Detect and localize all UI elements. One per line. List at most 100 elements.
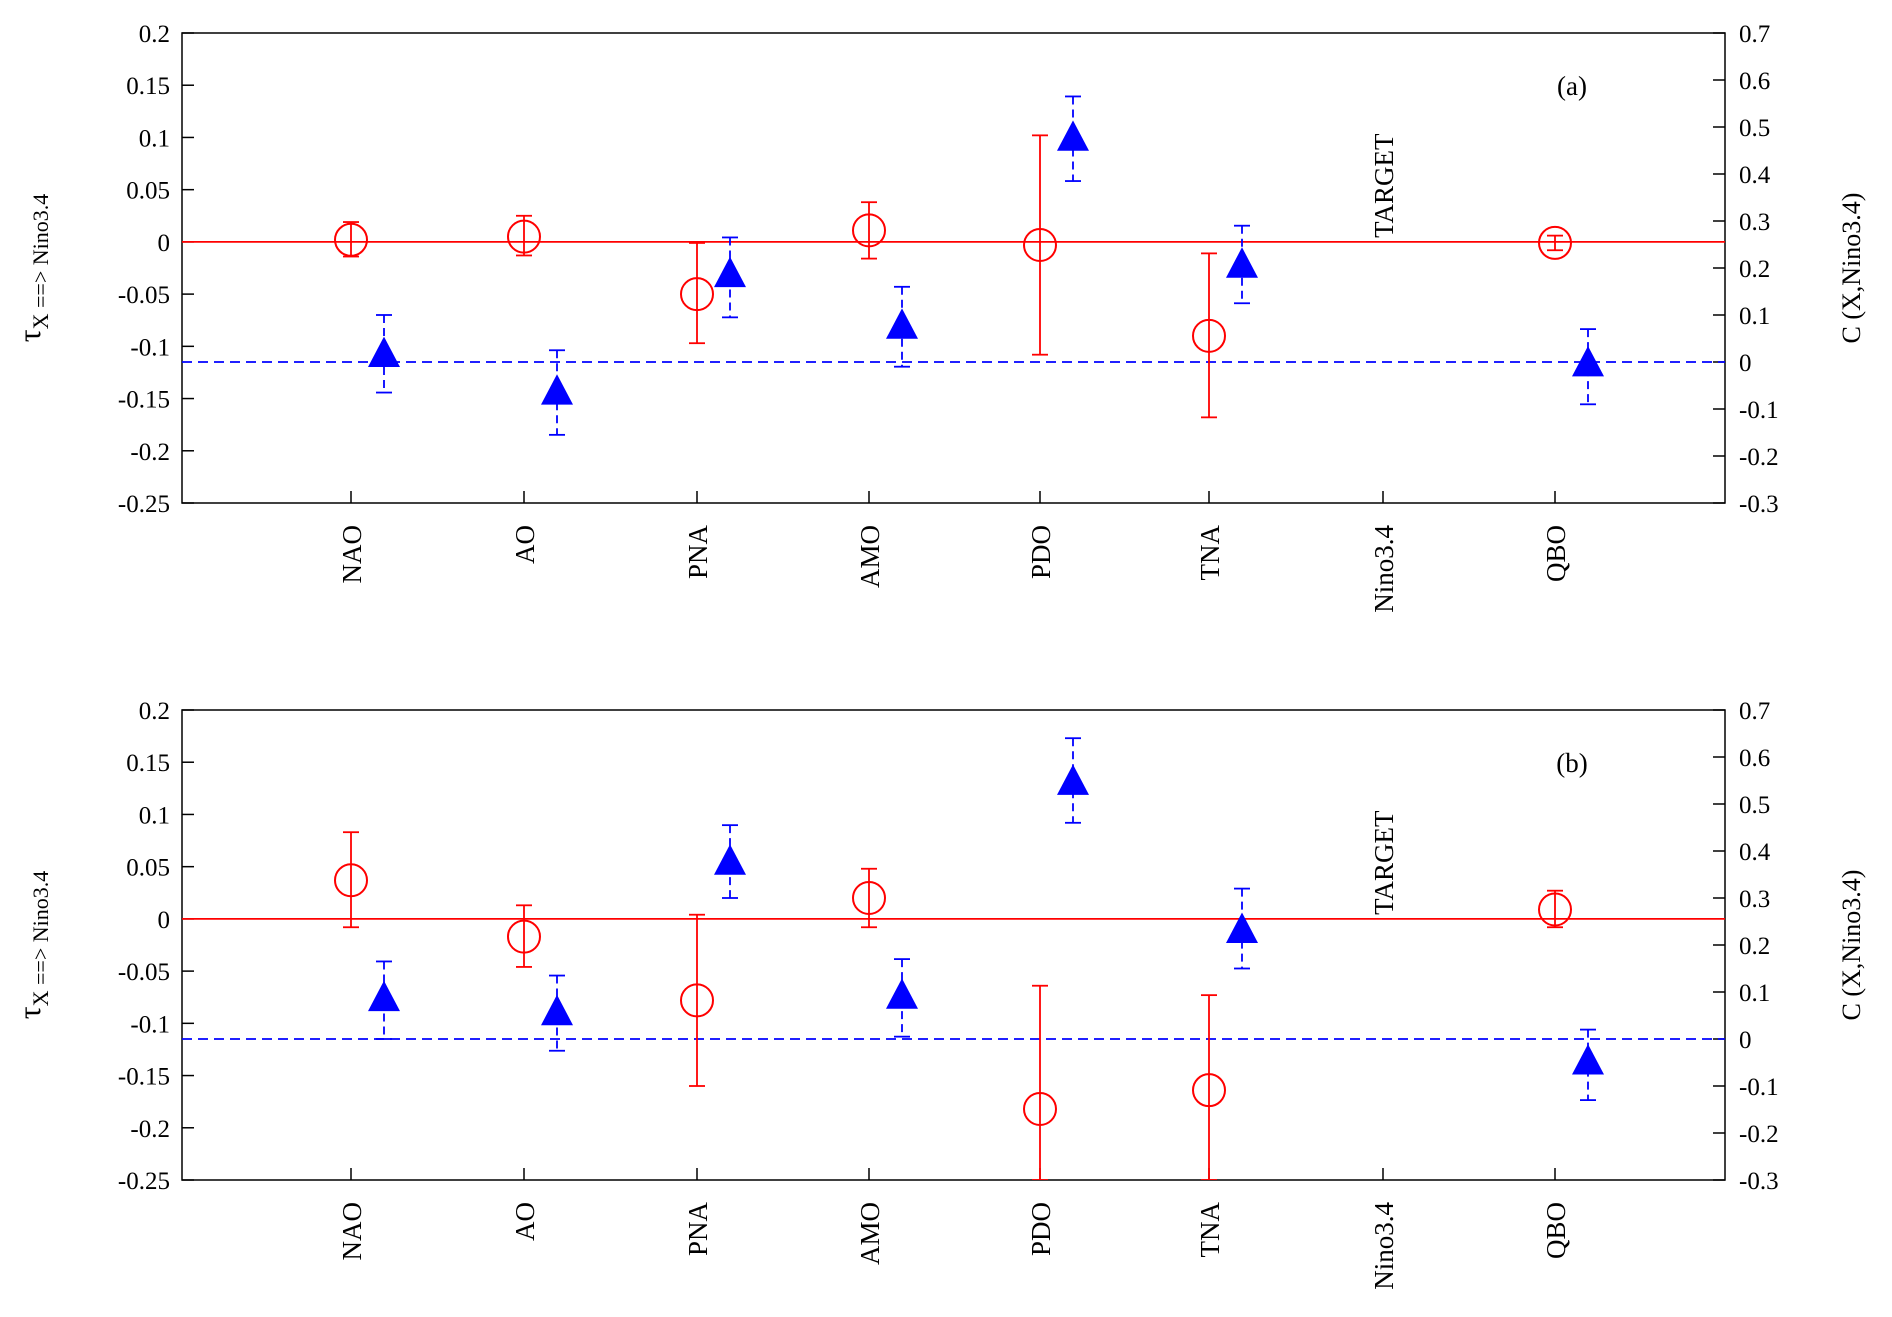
right-tick-label: -0.1 <box>1739 397 1779 424</box>
left-tick-label: -0.1 <box>130 334 170 361</box>
right-tick-label: 0.1 <box>1739 303 1770 330</box>
right-tick-label: 0.3 <box>1739 886 1770 913</box>
right-tick-label: -0.3 <box>1739 1168 1779 1195</box>
right-tick-label: 0.5 <box>1739 115 1770 142</box>
triangle-marker-qbo <box>1572 346 1604 377</box>
left-tick-label: -0.2 <box>130 439 170 466</box>
left-tick-label: 0.2 <box>139 698 170 725</box>
target-annotation: TARGET <box>1369 810 1399 915</box>
circle-marker-qbo <box>1538 892 1572 927</box>
circle-marker-amo <box>852 213 886 248</box>
circle-marker-ao <box>507 919 541 954</box>
right-tick-label: 0.2 <box>1739 256 1770 283</box>
circle-marker-qbo <box>1538 225 1572 260</box>
left-tick-label: 0.15 <box>126 750 170 777</box>
panel-label: (b) <box>1556 748 1587 778</box>
left-tick-label: 0.15 <box>126 73 170 100</box>
triangle-marker-nao <box>368 336 400 367</box>
right-tick-label: 0.7 <box>1739 698 1770 725</box>
right-tick-label: 0.4 <box>1739 839 1771 866</box>
left-tick-label: -0.05 <box>118 959 170 986</box>
circle-marker-amo <box>852 881 886 915</box>
circle-marker-pdo <box>1023 228 1057 263</box>
right-tick-label: -0.3 <box>1739 491 1779 518</box>
left-tick-label: -0.05 <box>118 282 170 309</box>
left-tick-label: 0.1 <box>139 802 170 829</box>
right-tick-label: 0.3 <box>1739 209 1770 236</box>
circle-marker-pna <box>680 983 714 1018</box>
chart-panel-a: 0.2 0.15 0.1 0.05 0 -0.05 -0.1 -0.15 -0.2 -0.25 0.… <box>11 21 1866 613</box>
triangle-marker-ao <box>541 374 573 405</box>
left-tick-label: -0.1 <box>130 1011 170 1038</box>
right-axis-title: C (X,Nino3.4) <box>1837 870 1866 1021</box>
triangle-marker-amo <box>886 978 918 1009</box>
data-layer <box>334 95 1604 436</box>
left-axis-title: τX ==> Nino3.4 <box>11 871 53 1019</box>
category-label: TNA <box>1195 1202 1225 1258</box>
right-tick-label: 0.5 <box>1739 792 1770 819</box>
target-annotation: TARGET <box>1369 133 1399 238</box>
category-label: NAO <box>337 1202 367 1261</box>
triangle-marker-pdo <box>1057 764 1089 795</box>
right-tick-label: -0.1 <box>1739 1074 1779 1101</box>
left-tick-label: -0.25 <box>118 491 170 518</box>
left-tick-label: 0.1 <box>139 125 170 152</box>
category-label: Nino3.4 <box>1369 525 1399 613</box>
category-label: AMO <box>855 525 885 588</box>
category-label: PNA <box>683 525 713 580</box>
circle-marker-nao <box>334 863 368 898</box>
circle-marker-tna <box>1192 1073 1226 1108</box>
panel-label: (a) <box>1557 71 1587 101</box>
right-tick-label: 0.6 <box>1739 745 1770 772</box>
triangle-marker-nao <box>368 980 400 1012</box>
left-tick-label: -0.2 <box>130 1116 170 1143</box>
triangle-marker-pna <box>714 256 746 288</box>
left-tick-label: 0 <box>158 907 171 934</box>
right-axis-title: C (X,Nino3.4) <box>1837 193 1866 344</box>
triangle-marker-qbo <box>1572 1044 1604 1075</box>
left-axis-title: τX ==> Nino3.4 <box>11 194 53 342</box>
circle-marker-nao <box>334 222 368 257</box>
category-label: NAO <box>337 525 367 584</box>
left-tick-label: -0.15 <box>118 1064 170 1091</box>
triangle-marker-tna <box>1226 912 1258 943</box>
triangle-marker-pna <box>714 844 746 875</box>
right-tick-label: 0.6 <box>1739 68 1770 95</box>
data-layer <box>334 737 1604 1180</box>
triangle-marker-tna <box>1226 247 1258 278</box>
category-label: AO <box>510 525 540 564</box>
triangle-marker-amo <box>886 308 918 339</box>
right-tick-label: 0.1 <box>1739 980 1770 1007</box>
category-label: PDO <box>1026 525 1056 579</box>
right-tick-label: 0.7 <box>1739 21 1770 48</box>
category-label: Nino3.4 <box>1369 1202 1399 1290</box>
right-tick-label: -0.2 <box>1739 444 1779 471</box>
left-tick-label: 0.05 <box>126 178 170 205</box>
left-tick-label: 0.2 <box>139 21 170 48</box>
left-tick-label: -0.15 <box>118 387 170 414</box>
category-label: QBO <box>1541 1202 1571 1259</box>
circle-marker-pna <box>680 277 714 312</box>
plot-frame <box>181 32 1726 504</box>
right-tick-label: 0 <box>1739 1027 1752 1054</box>
right-tick-label: -0.2 <box>1739 1121 1779 1148</box>
category-label: AO <box>510 1202 540 1241</box>
category-label: QBO <box>1541 525 1571 582</box>
right-tick-label: 0.4 <box>1739 162 1771 189</box>
category-label: AMO <box>855 1202 885 1265</box>
plot-frame <box>181 709 1726 1181</box>
category-label: TNA <box>1195 525 1225 581</box>
right-tick-label: 0.2 <box>1739 933 1770 960</box>
triangle-marker-ao <box>541 994 573 1026</box>
circle-marker-ao <box>507 219 541 254</box>
right-tick-label: 0 <box>1739 350 1752 377</box>
left-tick-label: -0.25 <box>118 1168 170 1195</box>
category-label: PDO <box>1026 1202 1056 1256</box>
triangle-marker-pdo <box>1057 120 1089 151</box>
category-label: PNA <box>683 1202 713 1257</box>
chart-panel-b: 0.2 0.15 0.1 0.05 0 -0.05 -0.1 -0.15 -0.2 -0.25 0.… <box>11 698 1866 1290</box>
left-tick-label: 0 <box>158 230 171 257</box>
left-tick-label: 0.05 <box>126 855 170 882</box>
circle-marker-tna <box>1192 318 1226 353</box>
